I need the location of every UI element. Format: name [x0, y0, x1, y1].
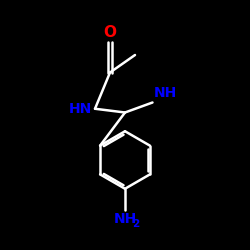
- Text: NH: NH: [154, 86, 177, 100]
- Text: 2: 2: [132, 219, 140, 229]
- Text: NH: NH: [114, 212, 136, 226]
- Text: O: O: [104, 26, 117, 40]
- Text: HN: HN: [69, 102, 92, 116]
